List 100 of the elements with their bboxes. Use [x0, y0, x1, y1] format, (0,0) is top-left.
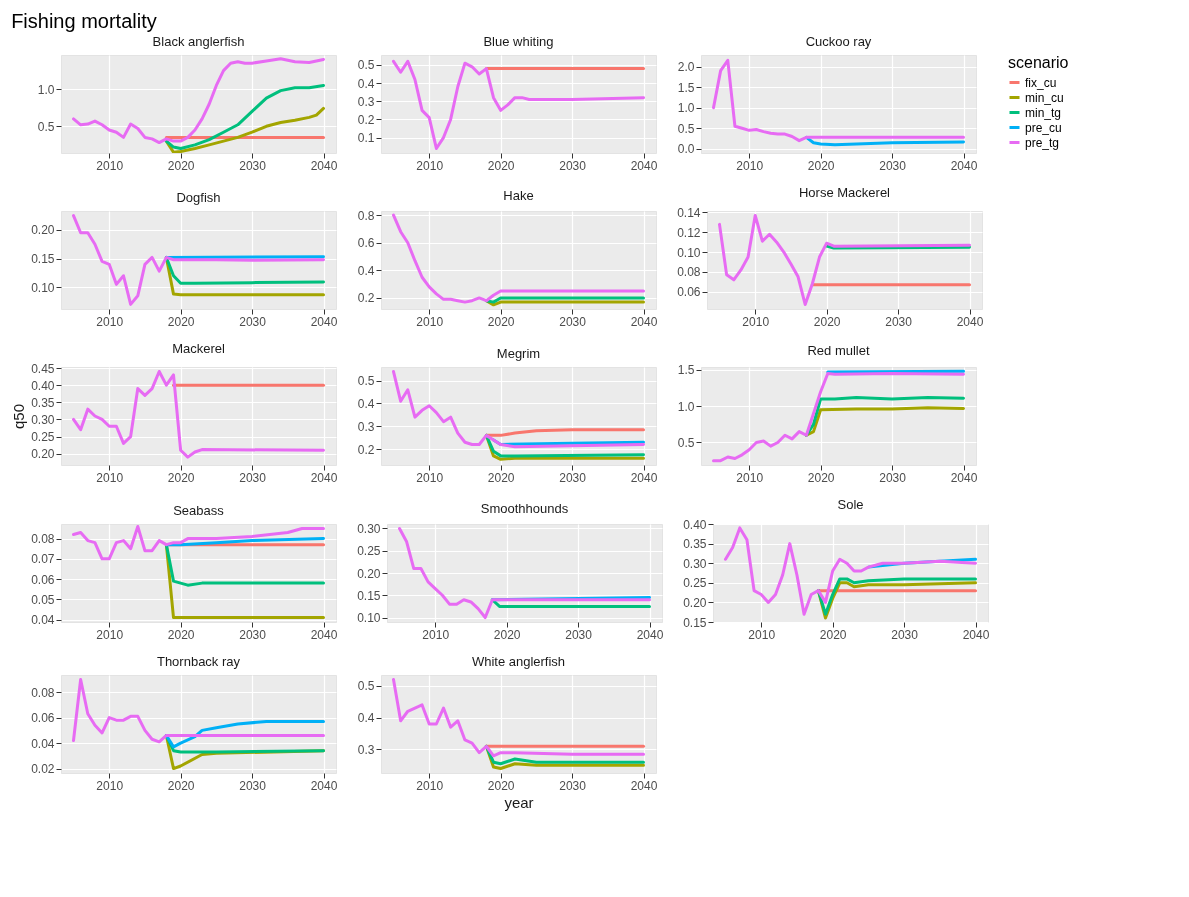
- y-tick-label: 0.4: [357, 76, 375, 91]
- y-tick-label: 0.25: [31, 430, 55, 445]
- y-tick-label: 1.0: [37, 82, 55, 97]
- y-tick-label: 0.2: [357, 112, 375, 127]
- x-tick-label: 2010: [736, 470, 764, 485]
- x-tick-label: 2020: [487, 158, 515, 173]
- x-tick-label: 2040: [962, 627, 990, 642]
- y-tick-label: 0.1: [357, 131, 375, 146]
- chart-title: White anglerfish: [471, 654, 566, 669]
- y-tick-label: 0.5: [37, 119, 55, 134]
- x-tick-label: 2020: [807, 470, 835, 485]
- x-tick-label: 2040: [310, 778, 338, 793]
- x-tick-label: 2030: [559, 778, 587, 793]
- chart-title: Dogfish: [176, 190, 221, 205]
- y-tick-label: 0.6: [357, 236, 375, 251]
- y-tick-label: 0.40: [31, 378, 55, 393]
- y-tick-label: 1.0: [677, 101, 695, 116]
- chart-title: Hake: [503, 188, 534, 204]
- legend-label: min_tg: [1025, 105, 1062, 120]
- x-tick-label: 2010: [416, 314, 444, 329]
- y-tick-label: 0.06: [677, 285, 701, 300]
- y-tick-label: 0.14: [677, 205, 701, 220]
- x-tick-label: 2020: [493, 627, 521, 642]
- y-tick-label: 1.0: [677, 399, 695, 414]
- x-tick-label: 2020: [807, 158, 835, 173]
- x-tick-label: 2040: [310, 314, 338, 329]
- y-tick-label: 0.3: [357, 742, 375, 757]
- x-tick-label: 2010: [742, 314, 770, 329]
- chart-title: Cuckoo ray: [805, 34, 872, 49]
- x-tick-label: 2040: [950, 158, 978, 173]
- y-tick-label: 0.5: [677, 121, 695, 136]
- x-tick-label: 2030: [239, 778, 267, 793]
- chart-title: Horse Mackerel: [798, 185, 891, 201]
- y-tick-label: 0.30: [357, 521, 381, 536]
- x-tick-label: 2030: [879, 158, 907, 173]
- y-tick-label: 0.4: [357, 396, 375, 411]
- chart-title: Blue whiting: [483, 34, 554, 49]
- x-tick-label: 2030: [891, 627, 919, 642]
- x-tick-label: 2010: [422, 627, 450, 642]
- y-tick-label: 0.4: [357, 711, 375, 726]
- x-tick-label: 2030: [239, 470, 267, 485]
- x-tick-label: 2040: [950, 470, 978, 485]
- legend-title: scenario: [1008, 54, 1069, 71]
- y-tick-label: 0.25: [357, 544, 381, 559]
- x-tick-label: 2030: [559, 314, 587, 329]
- x-tick-label: 2010: [96, 627, 124, 642]
- y-tick-label: 0.08: [31, 532, 55, 547]
- x-tick-label: 2020: [487, 778, 515, 793]
- chart-title: Megrim: [496, 346, 541, 361]
- y-tick-label: 0.15: [683, 615, 707, 630]
- x-tick-label: 2010: [748, 627, 776, 642]
- x-tick-label: 2020: [167, 778, 195, 793]
- x-tick-label: 2010: [416, 470, 444, 485]
- y-tick-label: 0.10: [677, 245, 701, 260]
- chart-title: Red mullet: [807, 342, 870, 358]
- y-tick-label: 0.5: [357, 374, 375, 389]
- y-tick-label: 0.3: [357, 419, 375, 434]
- y-tick-label: 0.06: [31, 711, 55, 726]
- y-tick-label: 0.15: [357, 588, 381, 603]
- chart-title: Sole: [837, 497, 864, 512]
- y-tick-label: 2.0: [677, 60, 695, 75]
- x-tick-label: 2030: [239, 314, 267, 329]
- x-axis-title: year: [504, 793, 534, 811]
- y-tick-label: 0.25: [683, 576, 707, 591]
- x-tick-label: 2020: [813, 314, 841, 329]
- x-tick-label: 2030: [879, 470, 907, 485]
- x-tick-label: 2030: [885, 314, 913, 329]
- x-tick-label: 2040: [310, 627, 338, 642]
- y-tick-label: 0.35: [683, 537, 707, 552]
- chart-title: Smoothhounds: [480, 501, 569, 517]
- y-tick-label: 0.20: [31, 223, 55, 238]
- legend-label: min_cu: [1025, 90, 1064, 105]
- y-tick-label: 1.5: [677, 80, 695, 95]
- x-tick-label: 2020: [167, 314, 195, 329]
- text: Fishing mortality: [11, 9, 157, 32]
- x-tick-label: 2020: [487, 470, 515, 485]
- x-tick-label: 2010: [96, 158, 124, 173]
- y-tick-label: 0.20: [357, 566, 381, 581]
- y-tick-label: 0.10: [31, 280, 55, 295]
- y-tick-label: 0.05: [31, 592, 55, 607]
- x-tick-label: 2010: [416, 778, 444, 793]
- y-tick-label: 0.45: [31, 361, 55, 376]
- y-tick-label: 0.5: [677, 436, 695, 450]
- x-tick-label: 2040: [630, 158, 658, 173]
- x-tick-label: 2040: [630, 470, 658, 485]
- x-tick-label: 2030: [559, 470, 587, 485]
- x-tick-label: 2040: [630, 314, 658, 329]
- x-tick-label: 2020: [819, 627, 847, 642]
- legend-label: pre_tg: [1025, 135, 1060, 150]
- y-tick-label: 0.40: [683, 517, 707, 532]
- legend-label: fix_cu: [1025, 75, 1057, 90]
- y-tick-label: 0.35: [31, 395, 55, 410]
- x-tick-label: 2010: [96, 314, 124, 329]
- chart-title: Black anglerfish: [152, 34, 245, 49]
- x-tick-label: 2020: [167, 627, 195, 642]
- y-tick-label: 0.5: [357, 679, 375, 694]
- x-tick-label: 2030: [239, 627, 267, 642]
- y-tick-label: 0.06: [31, 572, 55, 587]
- chart-title: Seabass: [173, 503, 225, 518]
- y-tick-label: 0.5: [357, 58, 375, 73]
